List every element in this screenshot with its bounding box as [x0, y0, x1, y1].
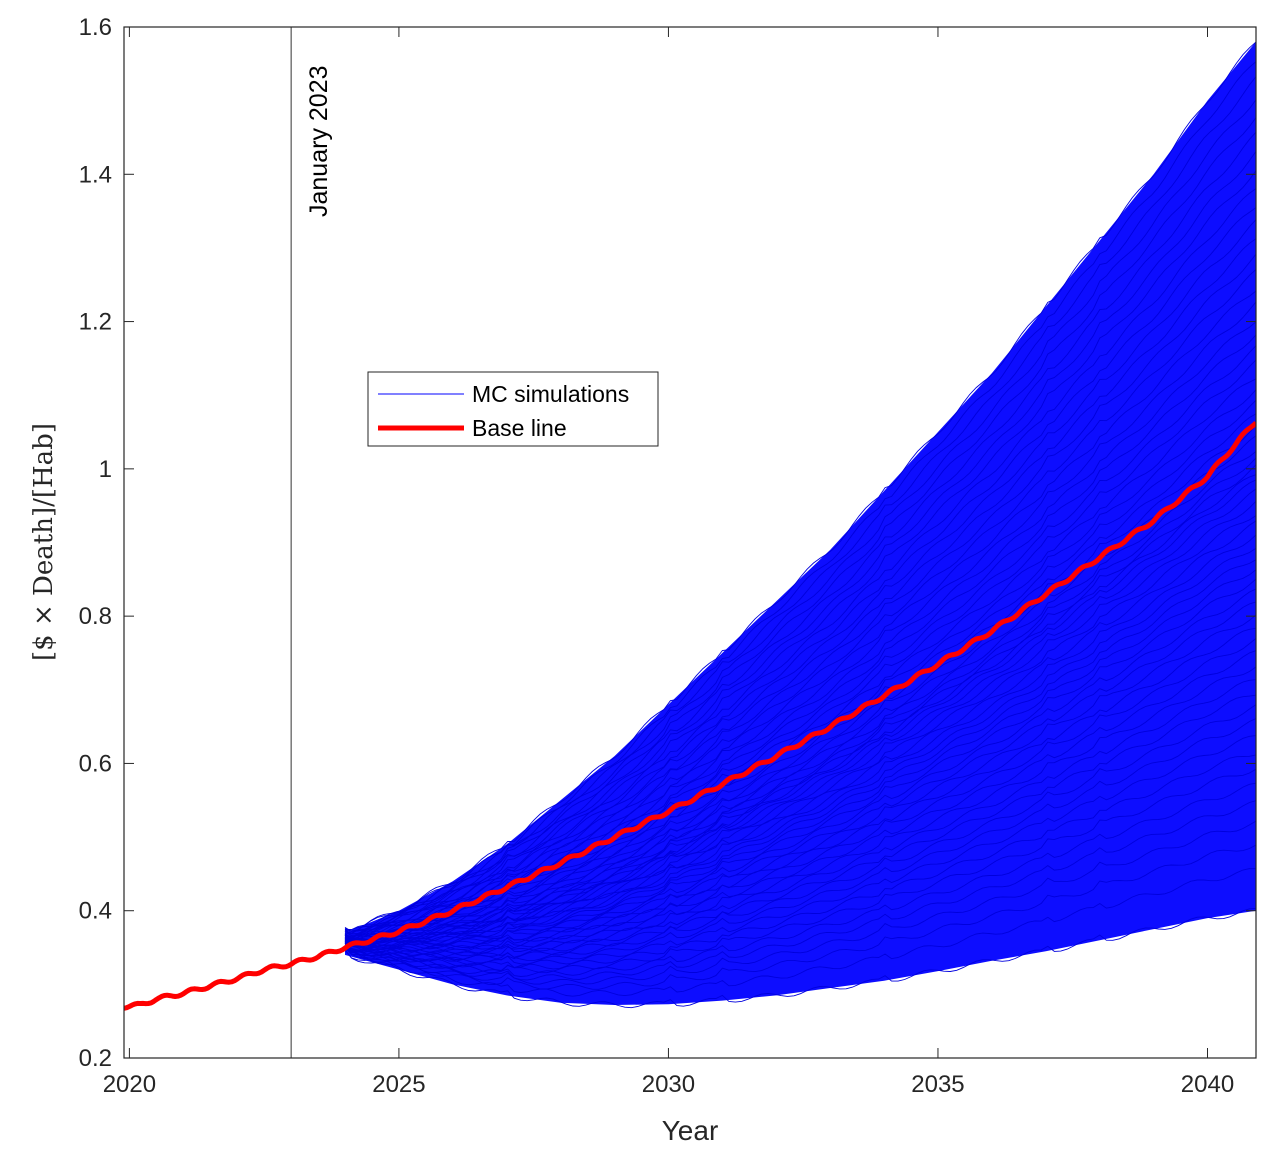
plot-area [123, 26, 1257, 1059]
mc-simulation-path [344, 768, 1256, 974]
y-axis: 0.2 0.4 0.6 0.8 1 1.2 1.4 1.6 [79, 14, 1256, 1072]
mc-simulation-path [344, 844, 1256, 990]
mc-envelope [345, 41, 1256, 1005]
mc-simulation-path [344, 718, 1256, 966]
y-tick-label-1.4: 1.4 [79, 161, 112, 188]
mc-simulation-path [344, 666, 1256, 958]
x-axis-label: Year [662, 1115, 719, 1146]
mc-simulation-path [344, 488, 1256, 947]
mc-simulation-path [344, 413, 1256, 945]
mc-simulation-path [344, 378, 1256, 944]
x-tick-label-2035: 2035 [911, 1071, 964, 1098]
mc-simulation-path [344, 569, 1256, 950]
mc-simulation-path [344, 614, 1256, 953]
mc-simulation-path [344, 820, 1256, 985]
mc-simulation-path [344, 534, 1256, 948]
x-tick-label-2030: 2030 [642, 1071, 695, 1098]
base-line-series [124, 420, 1256, 1011]
y-tick-label-0.8: 0.8 [79, 603, 112, 630]
mc-simulation-path [344, 694, 1256, 962]
mc-simulations-series [344, 41, 1256, 1009]
mc-simulation-path [344, 679, 1256, 960]
mc-simulation-path [344, 151, 1256, 932]
mc-simulation-path [344, 188, 1256, 939]
mc-simulation-path [344, 735, 1256, 968]
mc-simulation-path [344, 559, 1256, 950]
x-axis: 2020 2025 2030 2035 2040 [103, 27, 1234, 1098]
mc-simulation-path [344, 515, 1256, 947]
legend-label-mc-simulations: MC simulations [472, 381, 629, 407]
mc-simulation-path [344, 117, 1256, 931]
plot-frame [123, 26, 1257, 1059]
mc-simulation-path [344, 399, 1256, 943]
mc-simulation-path [344, 451, 1256, 943]
mc-simulation-path [344, 76, 1256, 932]
mc-simulation-path [344, 425, 1256, 944]
mc-simulation-path [344, 547, 1256, 949]
y-axis-label: [$ × Death]/[Hab] [29, 423, 59, 661]
mc-simulation-path [344, 334, 1256, 938]
mc-simulation-path [344, 253, 1256, 936]
mc-simulation-path [344, 474, 1256, 947]
mc-simulation-path [344, 131, 1256, 935]
y-tick-label-1.6: 1.6 [79, 14, 112, 41]
mc-simulation-path [344, 500, 1256, 947]
y-tick-label-0.4: 0.4 [79, 898, 112, 925]
base-line-path [124, 420, 1256, 1011]
january-2023-annotation: January 2023 [305, 65, 333, 217]
mc-simulation-path [344, 321, 1256, 939]
mc-simulation-path [344, 754, 1256, 971]
mc-simulation-path [344, 207, 1256, 938]
legend-label-base-line: Base line [472, 415, 567, 441]
y-tick-label-1.2: 1.2 [79, 309, 112, 336]
x-tick-label-2040: 2040 [1181, 1071, 1234, 1098]
x-tick-label-2020: 2020 [103, 1071, 156, 1098]
mc-simulation-path [344, 219, 1256, 937]
mc-simulation-path [344, 638, 1256, 956]
mc-simulation-path [344, 601, 1256, 952]
legend-box [367, 371, 659, 447]
mc-simulation-path [344, 800, 1256, 981]
mc-simulation-path [344, 41, 1256, 934]
mc-simulation-path [344, 170, 1256, 932]
mc-simulation-path [344, 99, 1256, 931]
mc-simulation-path [344, 359, 1256, 942]
y-tick-label-1: 1 [99, 456, 112, 483]
mc-simulation-path [344, 238, 1256, 940]
x-tick-label-2025: 2025 [372, 1071, 425, 1098]
mc-simulation-path [344, 61, 1256, 935]
legend: MC simulations Base line [367, 371, 659, 447]
mc-simulation-path [344, 907, 1256, 1009]
y-tick-label-0.6: 0.6 [79, 750, 112, 777]
y-tick-label-0.2: 0.2 [79, 1045, 112, 1072]
